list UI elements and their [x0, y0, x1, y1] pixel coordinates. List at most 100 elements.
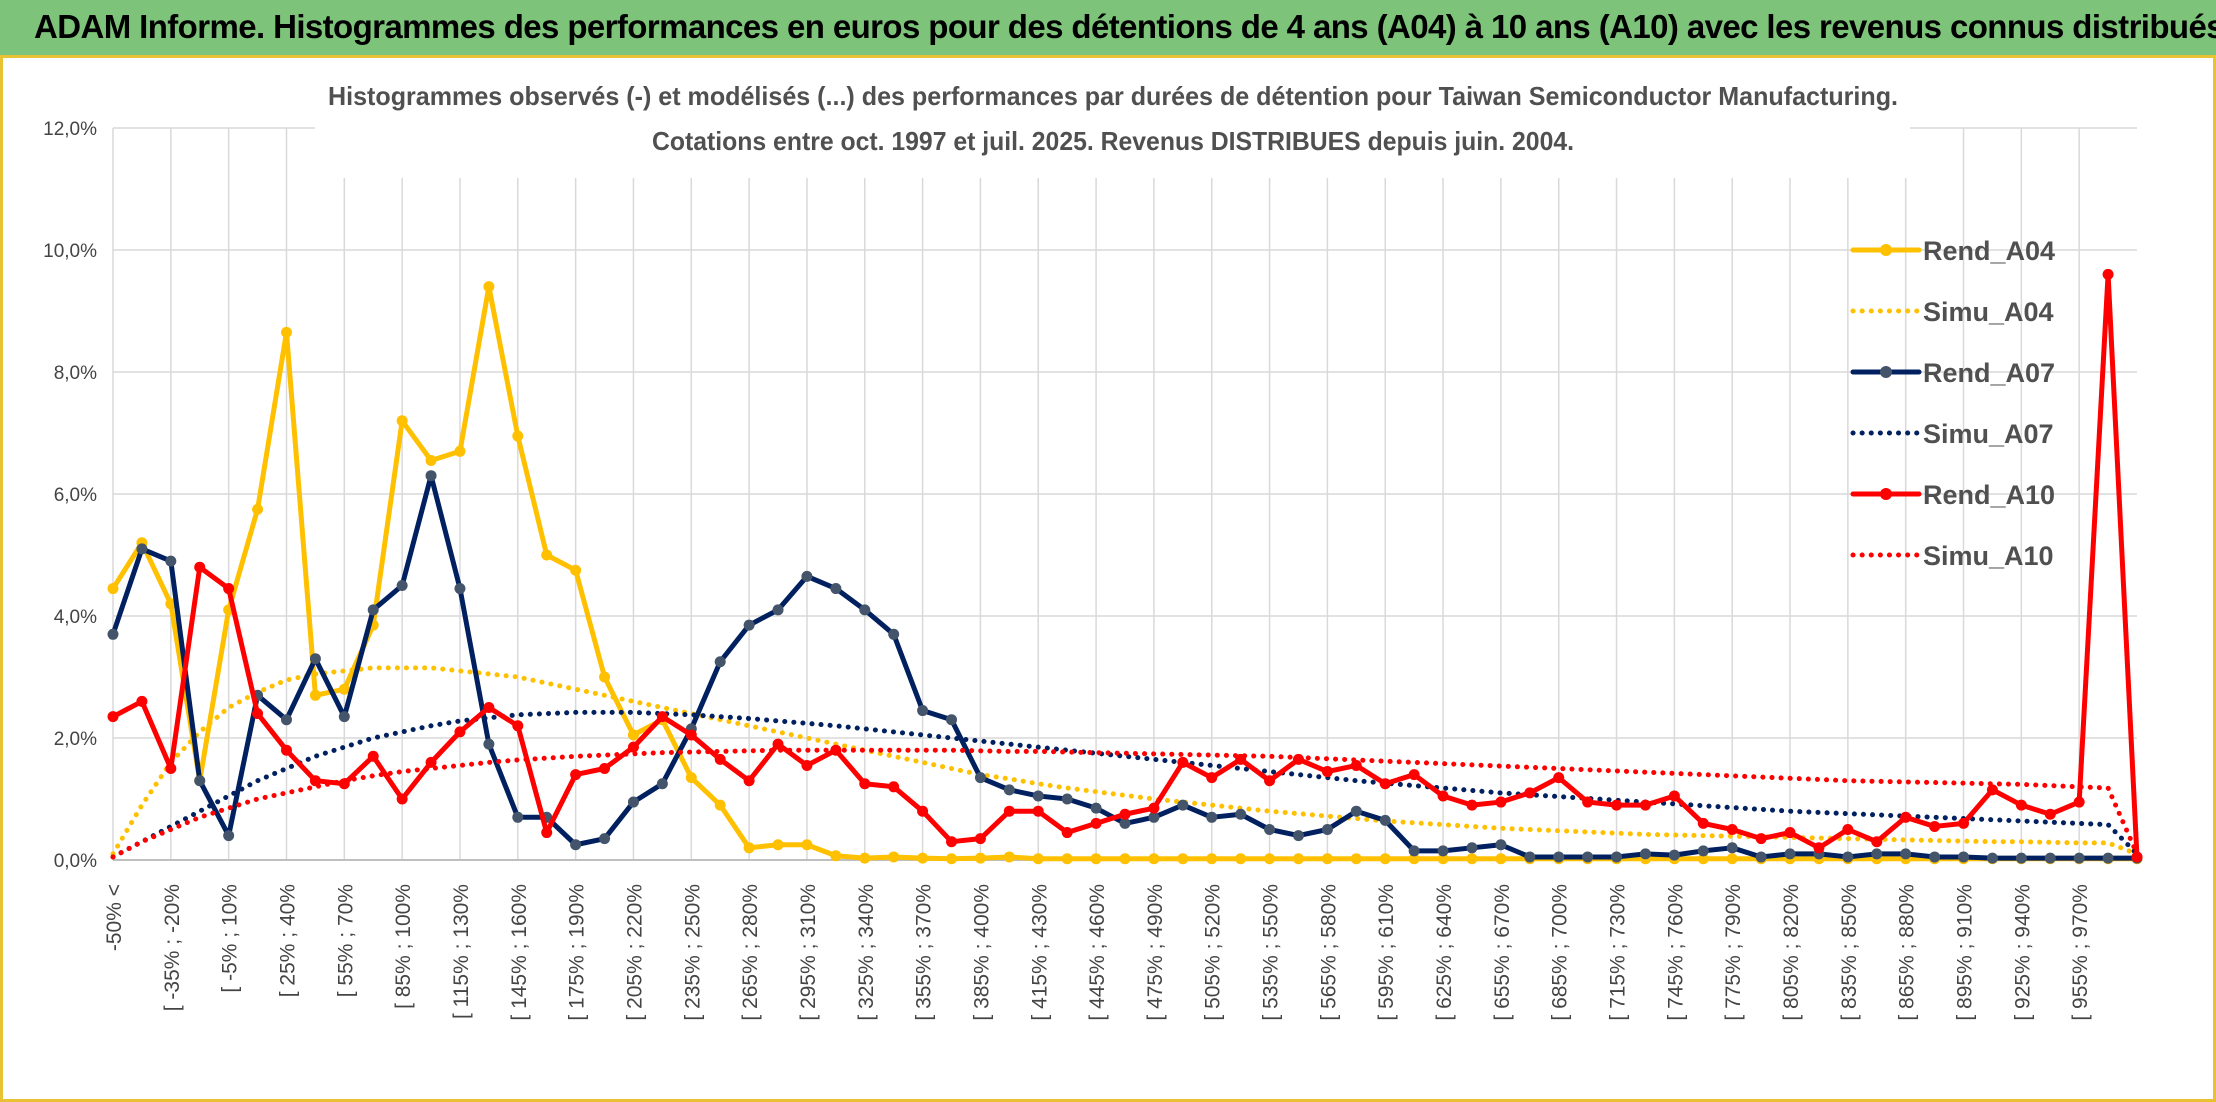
point-rend-a04: [1495, 853, 1507, 865]
point-rend-a07: [1524, 851, 1536, 863]
y-tick-label: 4,0%: [54, 607, 97, 628]
point-rend-a07: [2015, 852, 2027, 864]
title-background: [315, 60, 1910, 178]
point-rend-a10: [599, 763, 611, 774]
page-title: ADAM Informe. Histogrammes des performan…: [34, 8, 2216, 45]
x-tick-label: [ 835% ; 850%: [1838, 884, 1861, 1021]
point-rend-a04: [107, 583, 119, 595]
x-axis: -50% < [ -35% ; -20% [ -5% ; 10% [ 25% ; 40…: [103, 859, 2137, 1021]
point-rend-a04: [252, 503, 264, 515]
point-rend-a07: [743, 619, 755, 631]
point-rend-a04: [1003, 851, 1015, 863]
point-rend-a10: [1148, 802, 1160, 814]
legend-label-simu-a04: Simu_A04: [1923, 297, 2054, 327]
x-tick-label: [ 595% ; 610%: [1375, 884, 1398, 1021]
point-rend-a07: [1148, 811, 1160, 823]
x-tick-label: [ 565% ; 580%: [1317, 884, 1340, 1021]
x-tick-label: [ 115% ; 130%: [450, 884, 473, 1019]
x-tick-label: [ 745% ; 760%: [1664, 884, 1687, 1021]
point-rend-a10: [1206, 772, 1218, 784]
point-rend-a07: [280, 714, 292, 726]
point-rend-a07: [627, 796, 639, 808]
x-tick-label: [ -35% ; -20%: [161, 884, 184, 1011]
point-rend-a07: [223, 830, 235, 842]
point-rend-a04: [570, 564, 582, 576]
point-rend-a10: [1437, 790, 1449, 802]
y-tick-label: 6,0%: [54, 485, 97, 506]
point-rend-a07: [1697, 845, 1709, 857]
point-rend-a10: [2015, 799, 2027, 811]
point-rend-a10: [1582, 796, 1594, 808]
chart-titles: Histogrammes observés (-) et modélisés (…: [315, 60, 1910, 178]
x-tick-label: [ 865% ; 880%: [1896, 884, 1919, 1021]
point-rend-a04: [1321, 853, 1333, 865]
legend-marker-rend-a10: [1880, 488, 1892, 500]
point-rend-a04: [974, 852, 986, 864]
point-rend-a04: [772, 839, 784, 851]
x-tick-label: [ 355% ; 370%: [913, 884, 936, 1021]
x-tick-label: [ 955% ; 970%: [2069, 884, 2092, 1021]
point-rend-a10: [454, 726, 466, 738]
point-rend-a10: [946, 836, 958, 848]
series: [107, 268, 2143, 865]
point-rend-a07: [1553, 851, 1565, 863]
y-tick-label: 8,0%: [54, 363, 97, 384]
point-rend-a10: [772, 738, 784, 750]
point-rend-a10: [1842, 824, 1854, 835]
point-rend-a07: [570, 839, 582, 851]
point-rend-a10: [1668, 790, 1680, 802]
point-rend-a04: [338, 683, 350, 695]
point-rend-a10: [1929, 820, 1941, 832]
point-rend-a07: [830, 583, 842, 595]
x-tick-label: [ 415% ; 430%: [1028, 884, 1051, 1021]
point-rend-a04: [859, 852, 871, 864]
point-rend-a04: [483, 281, 495, 293]
point-rend-a07: [107, 628, 119, 640]
point-rend-a10: [974, 833, 986, 845]
point-rend-a04: [714, 799, 726, 811]
point-rend-a04: [1466, 853, 1478, 865]
point-rend-a10: [1871, 836, 1883, 848]
point-rend-a04: [396, 415, 408, 427]
point-rend-a04: [1090, 853, 1102, 865]
point-rend-a04: [743, 842, 755, 854]
point-rend-a10: [570, 769, 582, 781]
point-rend-a10: [1697, 817, 1709, 829]
point-rend-a04: [454, 445, 466, 457]
point-rend-a10: [512, 720, 524, 732]
point-rend-a07: [1061, 793, 1073, 805]
point-rend-a04: [1726, 853, 1738, 865]
point-rend-a10: [252, 708, 264, 720]
point-rend-a10: [801, 759, 813, 771]
point-rend-a04: [1437, 853, 1449, 865]
x-tick-label: [ 85% ; 100%: [392, 884, 415, 1009]
x-tick-label: [ 325% ; 340%: [855, 884, 878, 1021]
point-rend-a10: [1900, 811, 1912, 823]
chart-subtitle: Cotations entre oct. 1997 et juil. 2025.…: [652, 126, 1574, 156]
point-rend-a07: [1929, 851, 1941, 863]
legend-marker-rend-a04: [1880, 244, 1892, 256]
point-rend-a10: [2073, 796, 2085, 808]
point-rend-a07: [1408, 845, 1420, 857]
point-rend-a07: [801, 570, 813, 582]
point-rend-a04: [1264, 853, 1276, 865]
x-tick-label: [ 685% ; 700%: [1549, 884, 1572, 1021]
point-rend-a10: [1726, 824, 1738, 835]
point-rend-a10: [194, 561, 206, 573]
point-rend-a07: [974, 772, 986, 784]
point-rend-a07: [1986, 852, 1998, 864]
chart-frame: 0,0% 2,0% 4,0% 6,0% 8,0% 10,0% 12,0% -50% < [ -…: [0, 58, 2216, 1102]
point-rend-a07: [1784, 848, 1796, 860]
point-rend-a10: [627, 741, 639, 753]
x-tick-label: [ 25% ; 40%: [276, 884, 299, 997]
x-tick-label: [ 235% ; 250%: [681, 884, 704, 1021]
point-rend-a10: [309, 775, 321, 787]
point-rend-a04: [917, 852, 929, 864]
x-tick-label: [ -5% ; 10%: [219, 884, 242, 993]
point-rend-a04: [888, 851, 900, 863]
point-rend-a07: [367, 604, 379, 616]
point-rend-a07: [1206, 811, 1218, 823]
point-rend-a07: [165, 555, 177, 567]
chart: 0,0% 2,0% 4,0% 6,0% 8,0% 10,0% 12,0% -50% < [ -…: [43, 60, 2143, 1021]
point-rend-a10: [1813, 842, 1825, 854]
